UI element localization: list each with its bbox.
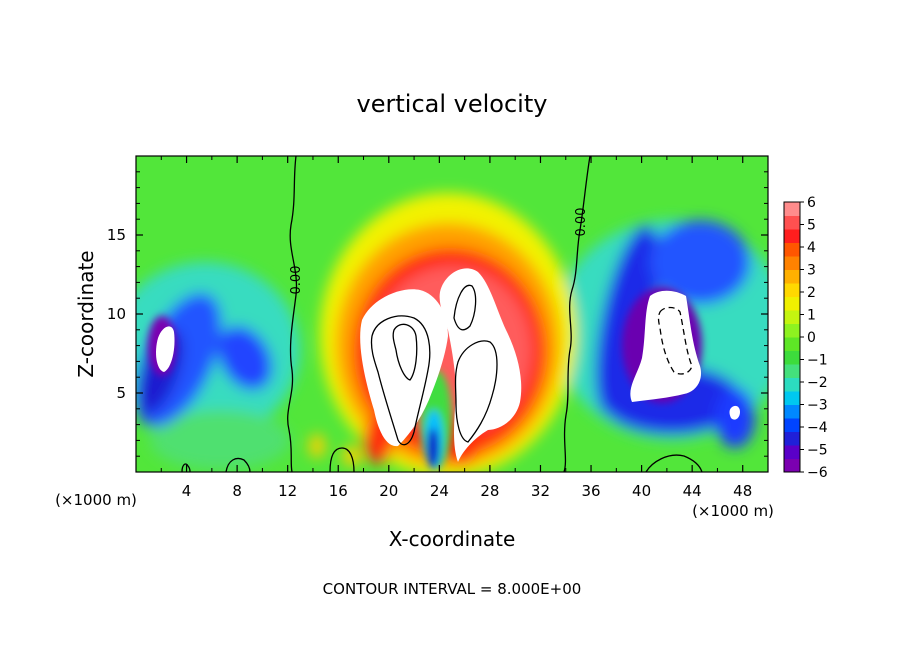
colorbar-segment <box>784 445 800 459</box>
inner-contour-left-small <box>392 323 418 381</box>
colorbar-segment <box>784 256 800 270</box>
x-tick-label: 24 <box>430 482 449 500</box>
x-tick-label: 12 <box>278 482 297 500</box>
colorbar-segment <box>784 242 800 257</box>
colorbar-segment <box>784 350 800 365</box>
inner-contour-right-lobe <box>454 340 498 443</box>
colorbar-tick-label: 6 <box>807 195 816 211</box>
zero-contour-bottom-right <box>645 454 703 472</box>
zero-contour-bottom-left-2 <box>225 457 251 472</box>
colorbar-segment <box>784 391 800 405</box>
colorbar-segment <box>784 310 800 324</box>
colorbar-tick-label: −1 <box>807 353 828 369</box>
y-tick-label: 5 <box>116 384 126 402</box>
colorbar-segment <box>784 458 800 473</box>
small-yellow-spot-1 <box>309 434 325 458</box>
zero-contour-left <box>287 156 298 472</box>
inner-contour-top <box>453 284 477 331</box>
colorbar-segment <box>784 296 800 311</box>
colorbar-tick-label: −5 <box>807 443 828 459</box>
colorbar-tick-label: 3 <box>807 263 816 279</box>
colorbar-tick-label: 0 <box>807 330 816 346</box>
x-tick-label: 28 <box>480 482 499 500</box>
contour-label-left: 0.00 <box>289 266 304 295</box>
left-white-spot <box>156 326 175 372</box>
y-axis: 5 10 15 <box>107 171 768 457</box>
colorbar-tick-label: −2 <box>807 375 828 391</box>
x-tick-label: 4 <box>182 482 192 500</box>
y-tick-label: 15 <box>107 226 126 244</box>
x-tick-label: 16 <box>329 482 348 500</box>
central-white-lobe-right <box>439 268 522 462</box>
colorbar-tick-label: 4 <box>807 240 816 256</box>
contour-label-right: 0.00 <box>574 208 589 237</box>
colorbar-segment <box>784 431 800 446</box>
x-axis: 4 8 12 16 20 24 28 32 36 40 44 48 <box>160 156 752 500</box>
colorbar-segment <box>784 269 800 284</box>
x-unit-label-right: (×1000 m) <box>692 502 774 520</box>
zero-contour-right <box>563 156 591 472</box>
colorbar-segment <box>784 215 800 230</box>
left-blue-lobe <box>218 326 272 390</box>
colorbar: 6 5 4 3 2 1 0 −1 −2 −3 −4 −5 −6 <box>783 195 828 481</box>
contour-interval-note: CONTOUR INTERVAL = 8.000E+00 <box>323 580 582 598</box>
colorbar-segment <box>784 364 800 378</box>
colorbar-tick-label: −4 <box>807 420 828 436</box>
right-white-small <box>729 405 740 420</box>
x-unit-label-left: (×1000 m) <box>55 491 137 509</box>
zero-contour-bottom-mid <box>329 447 355 472</box>
central-blue-core <box>427 428 439 468</box>
x-tick-label: 32 <box>531 482 550 500</box>
colorbar-segment <box>784 202 800 216</box>
colorbar-segment <box>784 404 800 419</box>
lower-left-green <box>150 410 290 470</box>
y-tick-label: 10 <box>107 305 126 323</box>
colorbar-tick-label: 1 <box>807 308 816 324</box>
x-tick-label: 8 <box>232 482 242 500</box>
y-axis-title: Z-coordinate <box>74 250 98 377</box>
colorbar-segment <box>784 337 800 351</box>
inner-contour-left-lobe <box>370 315 431 446</box>
x-tick-label: 40 <box>632 482 651 500</box>
colorbar-tick-label: −3 <box>807 398 828 414</box>
colorbar-segment <box>784 323 800 338</box>
velocity-field: 0.00 0.00 <box>136 156 768 472</box>
dashed-contour-right <box>657 306 693 375</box>
chart-title: vertical velocity <box>357 90 548 118</box>
x-tick-label: 44 <box>683 482 702 500</box>
right-blue-top <box>650 220 750 304</box>
contour-lines <box>181 156 703 472</box>
x-tick-label: 48 <box>733 482 752 500</box>
x-tick-label: 36 <box>581 482 600 500</box>
colorbar-segment <box>784 418 800 432</box>
x-axis-title: X-coordinate <box>389 527 516 551</box>
colorbar-tick-label: 5 <box>807 218 816 234</box>
colorbar-segment <box>784 229 800 243</box>
colorbar-tick-label: −6 <box>807 465 828 481</box>
x-tick-label: 20 <box>379 482 398 500</box>
central-white-lobe-left <box>360 289 448 447</box>
colorbar-tick-label: 2 <box>807 285 816 301</box>
colorbar-segment <box>784 377 800 392</box>
zero-contour-bottom-left-1 <box>181 463 191 472</box>
colorbar-segment <box>784 283 800 297</box>
